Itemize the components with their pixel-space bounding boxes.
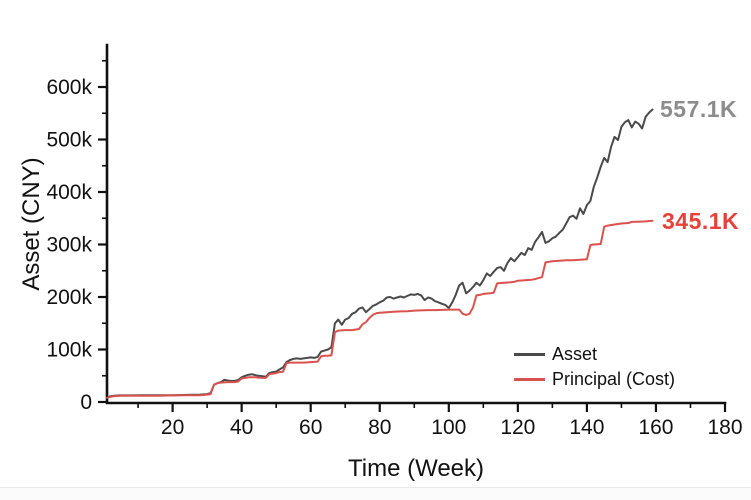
- legend-label-principal: Principal (Cost): [552, 369, 676, 389]
- x-tick-label: 40: [230, 416, 253, 439]
- asset-line-swatch: [514, 353, 545, 356]
- x-tick-label: 20: [161, 416, 184, 439]
- legend-item-asset: Asset: [514, 344, 675, 365]
- y-tick-label: 100k: [46, 339, 92, 362]
- y-tick-label: 400k: [46, 181, 92, 204]
- principal-series-line: [106, 219, 654, 399]
- y-axis-title: Asset (CNY): [18, 157, 45, 291]
- y-tick-label: 600k: [46, 76, 92, 99]
- legend-item-principal: Principal (Cost): [514, 369, 675, 390]
- x-axis-title: Time (Week): [347, 455, 485, 482]
- x-tick-label: 160: [638, 416, 673, 439]
- asset-end-value-label: 557.1K: [660, 96, 738, 122]
- x-tick-label: 180: [707, 416, 742, 439]
- x-tick-label: 60: [299, 416, 322, 439]
- y-tick-label: 0: [80, 391, 92, 414]
- principal-end-value-label: 345.1K: [662, 208, 740, 234]
- principal-line-swatch: [514, 378, 545, 381]
- x-tick-label: 80: [368, 416, 391, 439]
- screenshot-bottom-strip: [0, 487, 751, 500]
- y-tick-label: 300k: [46, 234, 92, 257]
- asset-series-line: [106, 108, 654, 399]
- chart-legend: Asset Principal (Cost): [514, 344, 675, 390]
- y-tick-label: 500k: [46, 129, 92, 152]
- x-tick-label: 140: [569, 416, 604, 439]
- x-tick-label: 120: [500, 416, 535, 439]
- x-tick-label: 100: [431, 416, 466, 439]
- y-tick-label: 200k: [46, 286, 92, 309]
- legend-label-asset: Asset: [552, 344, 598, 364]
